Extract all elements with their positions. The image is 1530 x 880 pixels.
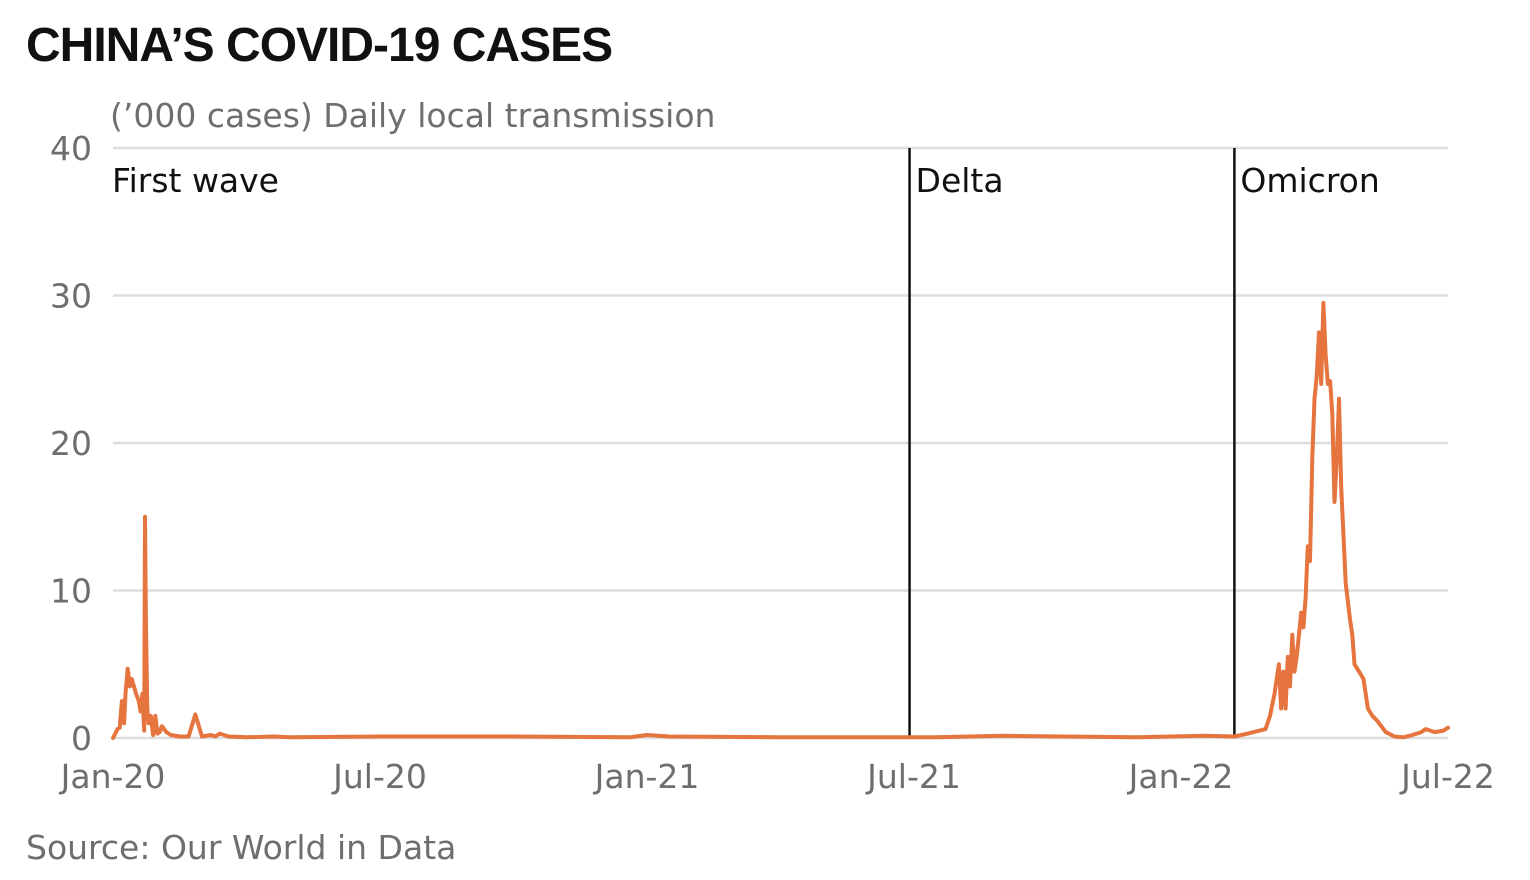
source-note: Source: Our World in Data <box>26 828 457 867</box>
marker-label-delta: Delta <box>916 161 1004 200</box>
x-tick-label: Jul-21 <box>865 757 961 796</box>
y-axis-ticks: 0 10 20 30 40 <box>50 129 92 758</box>
x-tick-label: Jan-22 <box>1127 757 1234 796</box>
y-tick-label: 10 <box>50 572 92 611</box>
chart-title: CHINA’S COVID-19 CASES <box>26 19 613 72</box>
x-tick-label: Jul-20 <box>331 757 427 796</box>
x-tick-label: Jul-22 <box>1399 757 1495 796</box>
chart-subtitle: (’000 cases) Daily local transmission <box>110 96 716 135</box>
series-line <box>111 300 1450 740</box>
y-tick-label: 20 <box>50 424 92 463</box>
x-tick-label: Jan-21 <box>593 757 700 796</box>
marker-label-first-wave: First wave <box>112 161 279 200</box>
x-tick-label: Jan-20 <box>59 757 166 796</box>
y-tick-label: 40 <box>50 129 92 168</box>
wave-markers: First wave Delta Omicron <box>112 148 1380 738</box>
y-tick-label: 0 <box>71 719 92 758</box>
series-group <box>111 300 1450 740</box>
y-tick-label: 30 <box>50 277 92 316</box>
marker-label-omicron: Omicron <box>1240 161 1379 200</box>
x-axis-ticks: Jan-20 Jul-20 Jan-21 Jul-21 Jan-22 Jul-22 <box>59 757 1495 796</box>
gridlines <box>113 146 1448 740</box>
